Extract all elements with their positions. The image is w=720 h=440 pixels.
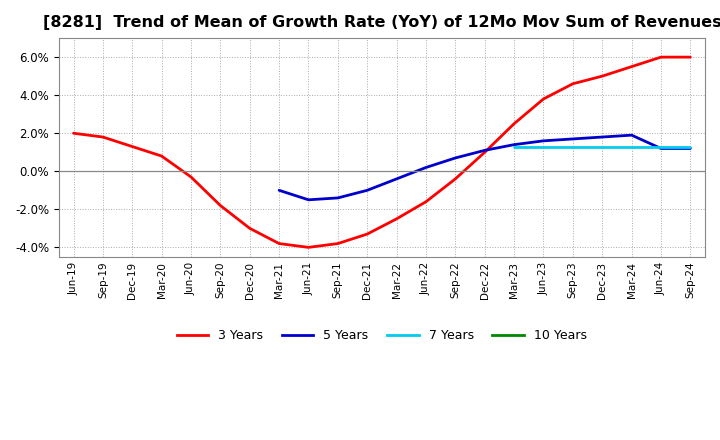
Legend: 3 Years, 5 Years, 7 Years, 10 Years: 3 Years, 5 Years, 7 Years, 10 Years: [172, 324, 592, 348]
Title: [8281]  Trend of Mean of Growth Rate (YoY) of 12Mo Mov Sum of Revenues: [8281] Trend of Mean of Growth Rate (YoY…: [42, 15, 720, 30]
